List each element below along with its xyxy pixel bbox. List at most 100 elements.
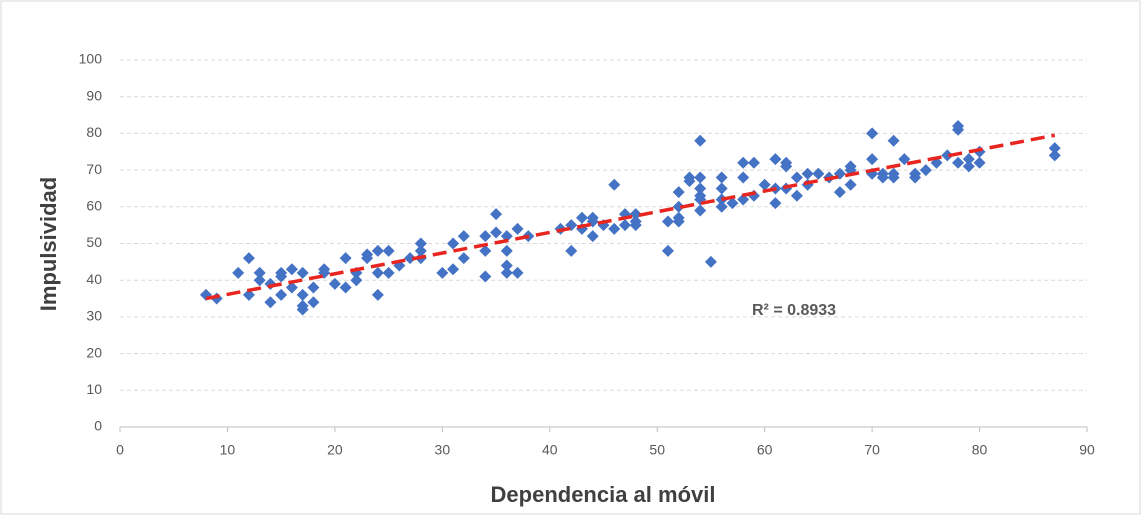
point xyxy=(715,171,728,184)
point xyxy=(737,193,750,206)
point xyxy=(661,244,674,257)
point xyxy=(285,281,298,294)
point xyxy=(747,156,760,169)
point xyxy=(490,226,503,239)
point xyxy=(285,263,298,276)
point xyxy=(447,237,460,250)
point xyxy=(479,270,492,283)
r-squared-label: R² = 0.8933 xyxy=(752,302,836,319)
point xyxy=(876,171,889,184)
point xyxy=(414,244,427,257)
point xyxy=(973,156,986,169)
point xyxy=(253,274,266,287)
point xyxy=(382,266,395,279)
point xyxy=(833,186,846,199)
x-tick-label: 90 xyxy=(1079,442,1095,458)
point xyxy=(500,230,513,243)
point xyxy=(242,252,255,265)
x-tick-label: 80 xyxy=(972,442,988,458)
y-tick-label: 90 xyxy=(86,87,102,103)
point xyxy=(457,230,470,243)
point xyxy=(672,186,685,199)
point xyxy=(887,134,900,147)
point xyxy=(296,266,309,279)
point xyxy=(339,281,352,294)
y-tick-label: 70 xyxy=(86,161,102,177)
point xyxy=(371,288,384,301)
point xyxy=(962,160,975,173)
point xyxy=(490,208,503,221)
point xyxy=(672,200,685,213)
point xyxy=(801,167,814,180)
point xyxy=(500,259,513,272)
y-tick-label: 20 xyxy=(86,344,102,360)
y-tick-label: 30 xyxy=(86,308,102,324)
point xyxy=(683,175,696,188)
y-axis-title: Impulsividad xyxy=(36,177,61,311)
point xyxy=(479,230,492,243)
point xyxy=(941,149,954,162)
point xyxy=(844,178,857,191)
point xyxy=(887,171,900,184)
point xyxy=(296,303,309,316)
point xyxy=(866,153,879,166)
x-tick-label: 50 xyxy=(649,442,665,458)
point xyxy=(414,237,427,250)
point xyxy=(737,171,750,184)
point xyxy=(339,252,352,265)
y-tick-label: 0 xyxy=(94,418,102,434)
y-tick-label: 100 xyxy=(79,51,103,67)
point xyxy=(608,178,621,191)
point xyxy=(232,266,245,279)
y-tick-label: 60 xyxy=(86,198,102,214)
point xyxy=(275,288,288,301)
y-tick-label: 10 xyxy=(86,381,102,397)
point xyxy=(952,156,965,169)
x-tick-label: 40 xyxy=(542,442,558,458)
x-tick-label: 30 xyxy=(435,442,451,458)
point xyxy=(618,219,631,232)
point xyxy=(704,255,717,268)
point xyxy=(812,167,825,180)
point xyxy=(264,296,277,309)
point xyxy=(253,266,266,279)
point xyxy=(457,252,470,265)
point xyxy=(661,215,674,228)
point xyxy=(952,123,965,136)
point xyxy=(242,288,255,301)
point xyxy=(694,171,707,184)
x-tick-label: 10 xyxy=(220,442,236,458)
point xyxy=(479,244,492,257)
point xyxy=(962,153,975,166)
point xyxy=(769,197,782,210)
point xyxy=(694,204,707,217)
point xyxy=(1048,149,1061,162)
point xyxy=(715,200,728,213)
x-axis-title: Dependencia al móvil xyxy=(491,482,716,507)
point xyxy=(790,171,803,184)
point xyxy=(350,274,363,287)
point xyxy=(307,296,320,309)
x-tick-label: 60 xyxy=(757,442,773,458)
point xyxy=(275,266,288,279)
point xyxy=(758,178,771,191)
point xyxy=(371,244,384,257)
point xyxy=(296,288,309,301)
x-tick-label: 0 xyxy=(116,442,124,458)
point xyxy=(790,189,803,202)
point xyxy=(576,211,589,224)
point xyxy=(726,197,739,210)
trendline xyxy=(205,133,1056,301)
point xyxy=(307,281,320,294)
point xyxy=(629,208,642,221)
point xyxy=(586,230,599,243)
point xyxy=(500,266,513,279)
point xyxy=(629,219,642,232)
point xyxy=(1048,142,1061,155)
y-tick-label: 50 xyxy=(86,234,102,250)
point xyxy=(866,127,879,140)
x-tick-label: 70 xyxy=(864,442,880,458)
point xyxy=(328,277,341,290)
point xyxy=(511,222,524,235)
point xyxy=(361,248,374,261)
